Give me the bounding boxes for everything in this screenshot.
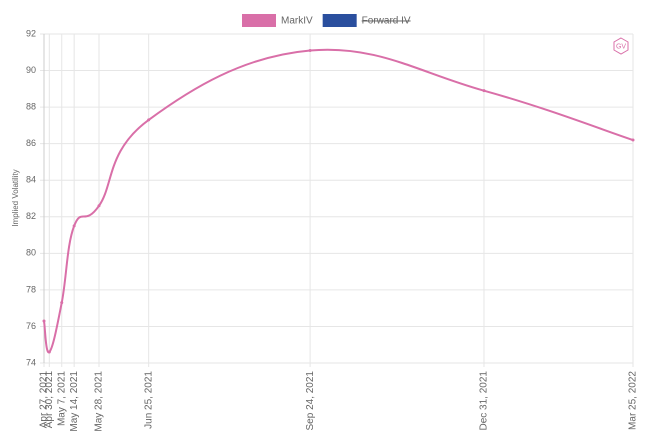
x-tick-label: May 7, 2021 xyxy=(56,371,67,426)
line xyxy=(43,48,634,354)
watermark: GV xyxy=(616,43,626,50)
y-tick-label: 74 xyxy=(26,357,36,367)
y-tick-label: 78 xyxy=(26,284,36,294)
point xyxy=(42,319,46,323)
x-tick-label: Sep 24, 2021 xyxy=(305,371,316,431)
legend-label[interactable]: MarkIV xyxy=(281,16,313,27)
legend-label[interactable]: Forward IV xyxy=(362,16,411,27)
y-tick-label: 92 xyxy=(26,28,36,38)
point xyxy=(60,301,64,305)
x-tick-label: May 14, 2021 xyxy=(69,371,80,432)
x-tick-label: Jun 25, 2021 xyxy=(143,371,154,429)
y-tick-label: 88 xyxy=(26,101,36,111)
y-tick-label: 82 xyxy=(26,211,36,221)
logo xyxy=(613,37,629,55)
y-tick-label: 86 xyxy=(26,138,36,148)
y-tick-label: 90 xyxy=(26,65,36,75)
y-tick-label: 84 xyxy=(26,175,36,185)
point xyxy=(47,350,51,354)
legend-swatch[interactable] xyxy=(242,14,276,27)
x-tick-label: Apr 27, 2021 xyxy=(39,371,50,429)
point xyxy=(482,89,486,93)
point xyxy=(72,224,76,228)
y-tick-label: 76 xyxy=(26,321,36,331)
x-tick-label: Dec 31, 2021 xyxy=(479,371,490,431)
x-tick-label: May 28, 2021 xyxy=(94,371,105,432)
point xyxy=(308,48,312,52)
x-tick-label: Apr 30, 2021 xyxy=(44,371,55,429)
point xyxy=(147,118,151,122)
point xyxy=(631,138,635,142)
y-tick-label: 80 xyxy=(26,248,36,258)
point xyxy=(97,204,101,208)
y-axis-label: Implied Volatility xyxy=(11,169,20,226)
legend-swatch[interactable] xyxy=(322,14,357,27)
x-tick-label: Mar 25, 2022 xyxy=(628,371,639,430)
